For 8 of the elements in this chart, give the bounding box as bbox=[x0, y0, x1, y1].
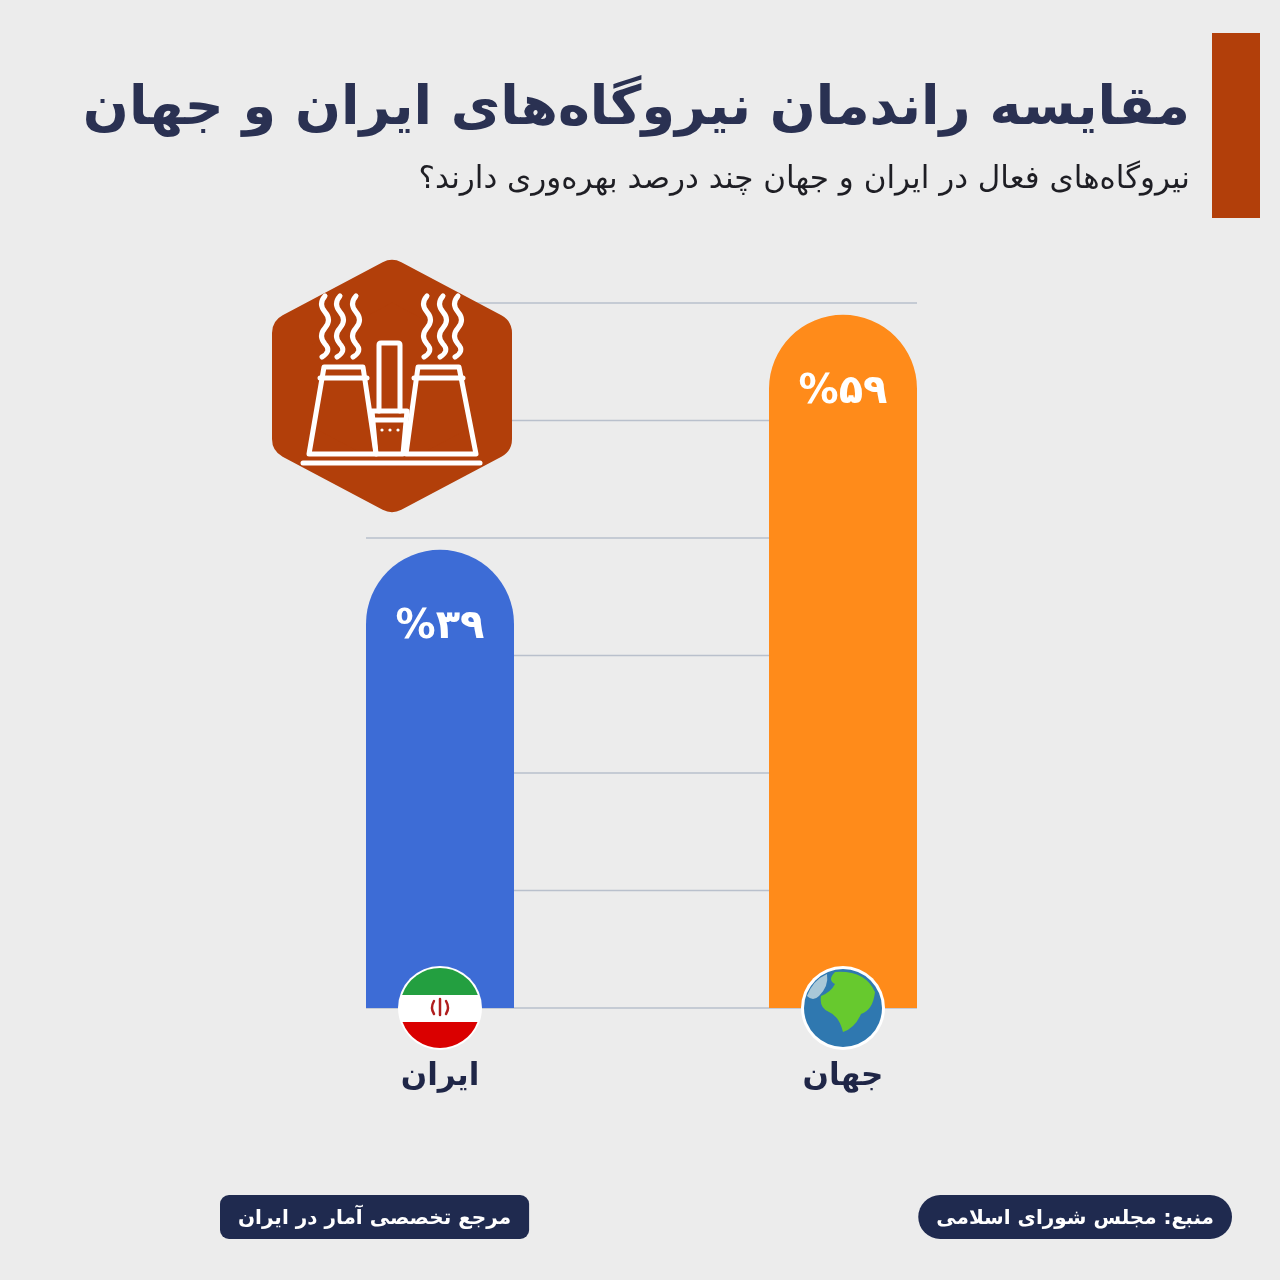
chart-title: مقایسه راندمان نیروگاه‌های ایران و جهان bbox=[82, 74, 1190, 137]
text: منبع: مجلس شورای اسلامی bbox=[936, 1205, 1214, 1229]
data-label: %۳۹ bbox=[395, 600, 485, 647]
text: مرجع تخصصی آمار در ایران bbox=[238, 1204, 512, 1229]
data-label: %۵۹ bbox=[798, 365, 888, 412]
chart-subtitle: نیروگاه‌های فعال در ایران و جهان چند درصد بهره‌وری دارند؟ bbox=[418, 159, 1190, 196]
x-tick-label: ایران bbox=[400, 1056, 480, 1093]
x-tick-label: جهان bbox=[802, 1056, 884, 1093]
